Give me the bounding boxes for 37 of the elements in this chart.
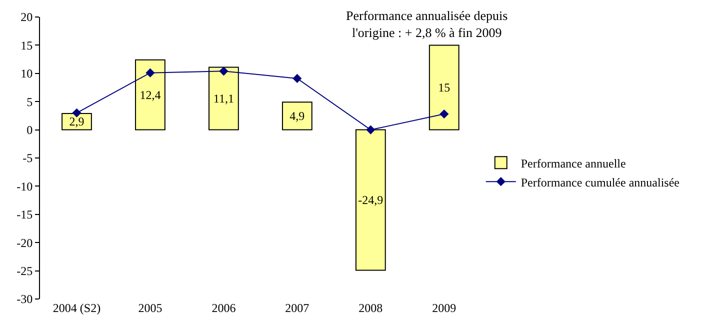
x-tick-label: 2004 (S2) xyxy=(52,301,101,315)
legend-label: Performance annuelle xyxy=(520,156,626,170)
x-tick-label: 2005 xyxy=(138,301,162,315)
bar xyxy=(428,44,460,130)
point xyxy=(440,109,449,119)
data-label: 15 xyxy=(438,80,450,94)
point xyxy=(219,66,228,76)
x-tick-label: 2007 xyxy=(285,301,310,315)
y-tick-label: 15 xyxy=(20,38,33,52)
y-tick-label: 20 xyxy=(20,10,33,24)
bar xyxy=(355,129,386,271)
x-tick-label: 2008 xyxy=(358,301,383,315)
bar xyxy=(282,102,312,130)
chart-title: Performance annualisée depuis l'origine : + 2,8 % à fin 2009 xyxy=(346,8,508,40)
y-tick-label: -5 xyxy=(22,151,33,166)
data-label: 2,9 xyxy=(69,114,84,129)
y-tick-label: -20 xyxy=(16,236,33,250)
data-label: 11,1 xyxy=(213,92,234,106)
bar xyxy=(208,66,239,130)
point xyxy=(366,125,376,134)
x-tick-label: 2006 xyxy=(212,301,236,315)
x-tick-label: 2009 xyxy=(432,301,456,315)
y-tick-label: 10 xyxy=(20,66,33,81)
point xyxy=(292,74,302,84)
y-tick-label: -10 xyxy=(16,179,33,194)
y-tick-label: -30 xyxy=(16,292,33,306)
y-tick-label: -25 xyxy=(16,264,33,278)
y-tick-label: 0 xyxy=(26,123,33,137)
data-label: -24,9 xyxy=(358,193,384,208)
data-label: 4,9 xyxy=(290,108,305,123)
data-label: 12,4 xyxy=(140,88,161,102)
point xyxy=(146,68,155,78)
y-tick-label: -15 xyxy=(16,208,33,222)
point xyxy=(72,108,82,118)
bar xyxy=(135,59,166,130)
y-tick-label: 5 xyxy=(26,94,33,109)
legend-label: Performance cumulée annualisée xyxy=(520,175,680,190)
